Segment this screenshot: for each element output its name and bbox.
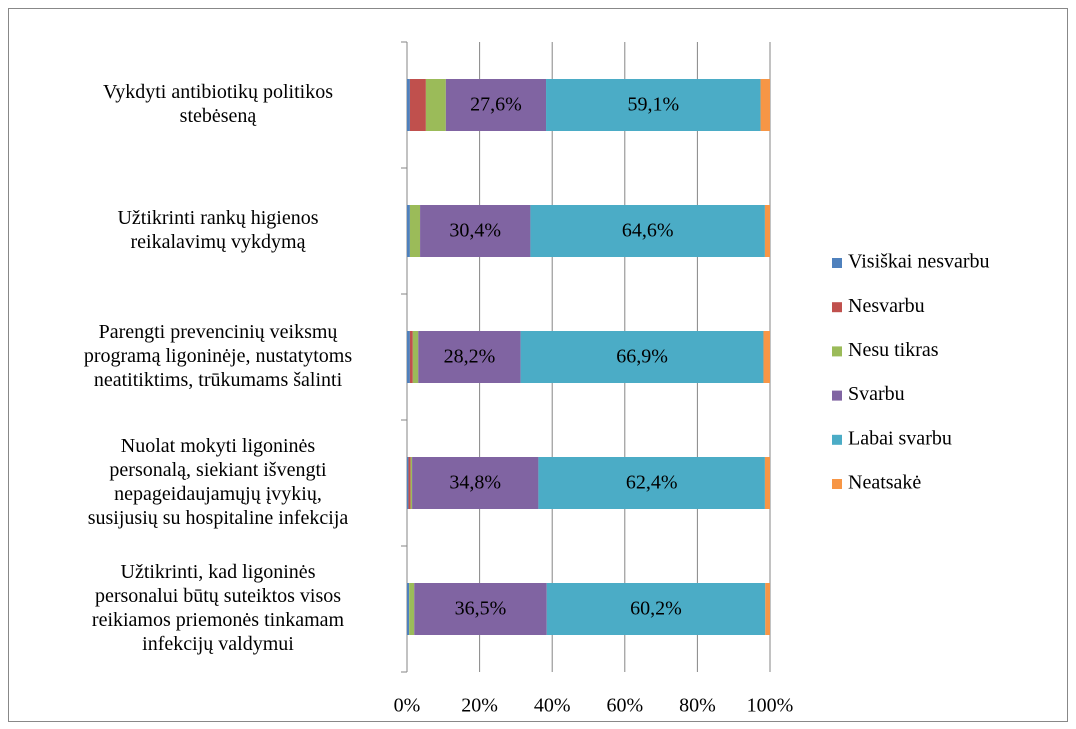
data-label: 64,6% xyxy=(622,220,674,242)
data-label: 28,2% xyxy=(444,346,496,368)
bar-segment xyxy=(407,457,409,509)
bar-segment xyxy=(414,583,547,635)
x-tick-label: 60% xyxy=(606,695,643,717)
bar-segment xyxy=(412,457,539,509)
x-tick-label: 80% xyxy=(679,695,716,717)
bar-segment xyxy=(407,331,410,383)
legend-label: Visiškai nesvarbu xyxy=(848,251,990,273)
bar-segment xyxy=(764,457,770,509)
bar-segment xyxy=(407,205,410,257)
legend-swatch xyxy=(832,258,842,268)
data-label: 59,1% xyxy=(627,94,679,116)
data-label: 34,8% xyxy=(449,472,501,494)
legend-label: Neatsakė xyxy=(848,472,921,494)
bar-segment xyxy=(445,79,547,131)
bar-segment xyxy=(409,205,421,257)
y-tick-label: Užtikrinti rankų higienos reikalavimų vyk… xyxy=(117,207,318,253)
bar-segment xyxy=(409,583,415,635)
x-tick-label: 100% xyxy=(747,695,794,717)
y-tick-label: Vykdyti antibiotikų politikos stebėseną xyxy=(103,81,333,127)
legend-swatch xyxy=(832,302,842,313)
bar-segment xyxy=(410,457,413,509)
bar-segment xyxy=(409,331,413,383)
data-label: 60,2% xyxy=(630,598,682,620)
legend-label: Labai svarbu xyxy=(848,427,952,449)
bar-segment xyxy=(520,331,764,383)
legend-swatch xyxy=(832,390,842,401)
bar-segment xyxy=(765,583,770,635)
bar-segment xyxy=(530,205,765,257)
bar-segment xyxy=(760,79,770,131)
data-label: 27,6% xyxy=(470,94,522,116)
data-label: 66,9% xyxy=(616,346,668,368)
bar-segment xyxy=(546,583,766,635)
x-tick-label: 20% xyxy=(461,695,498,717)
bar-segment xyxy=(420,205,531,257)
y-tick-label: Užtikrinti, kad ligoninės personalui būtų… xyxy=(92,561,345,655)
legend-swatch xyxy=(832,434,842,445)
bar-segment xyxy=(407,79,410,131)
legend-swatch xyxy=(832,346,842,357)
bar-segment xyxy=(764,205,770,257)
bar-segment xyxy=(409,79,426,131)
y-tick-label: Parengti prevencinių veiksmų programą lig… xyxy=(84,321,352,391)
legend-swatch xyxy=(832,479,842,489)
legend-label: Nesu tikras xyxy=(848,339,939,361)
y-tick-label: Nuolat mokyti ligoninės personalą, siekia… xyxy=(88,435,349,529)
legend-label: Nesvarbu xyxy=(848,295,925,317)
legend-label: Svarbu xyxy=(848,383,905,405)
bar-segment xyxy=(538,457,765,509)
bar-segment xyxy=(412,331,419,383)
bar-segment xyxy=(407,583,410,635)
bar-segment xyxy=(418,331,521,383)
x-tick-label: 0% xyxy=(394,695,421,717)
data-label: 62,4% xyxy=(626,472,678,494)
data-label: 36,5% xyxy=(455,598,507,620)
bar-segment xyxy=(408,457,411,509)
bar-segment xyxy=(763,331,770,383)
x-tick-label: 40% xyxy=(534,695,571,717)
bar-segment xyxy=(546,79,761,131)
data-label: 30,4% xyxy=(449,220,501,242)
bar-segment xyxy=(425,79,446,131)
